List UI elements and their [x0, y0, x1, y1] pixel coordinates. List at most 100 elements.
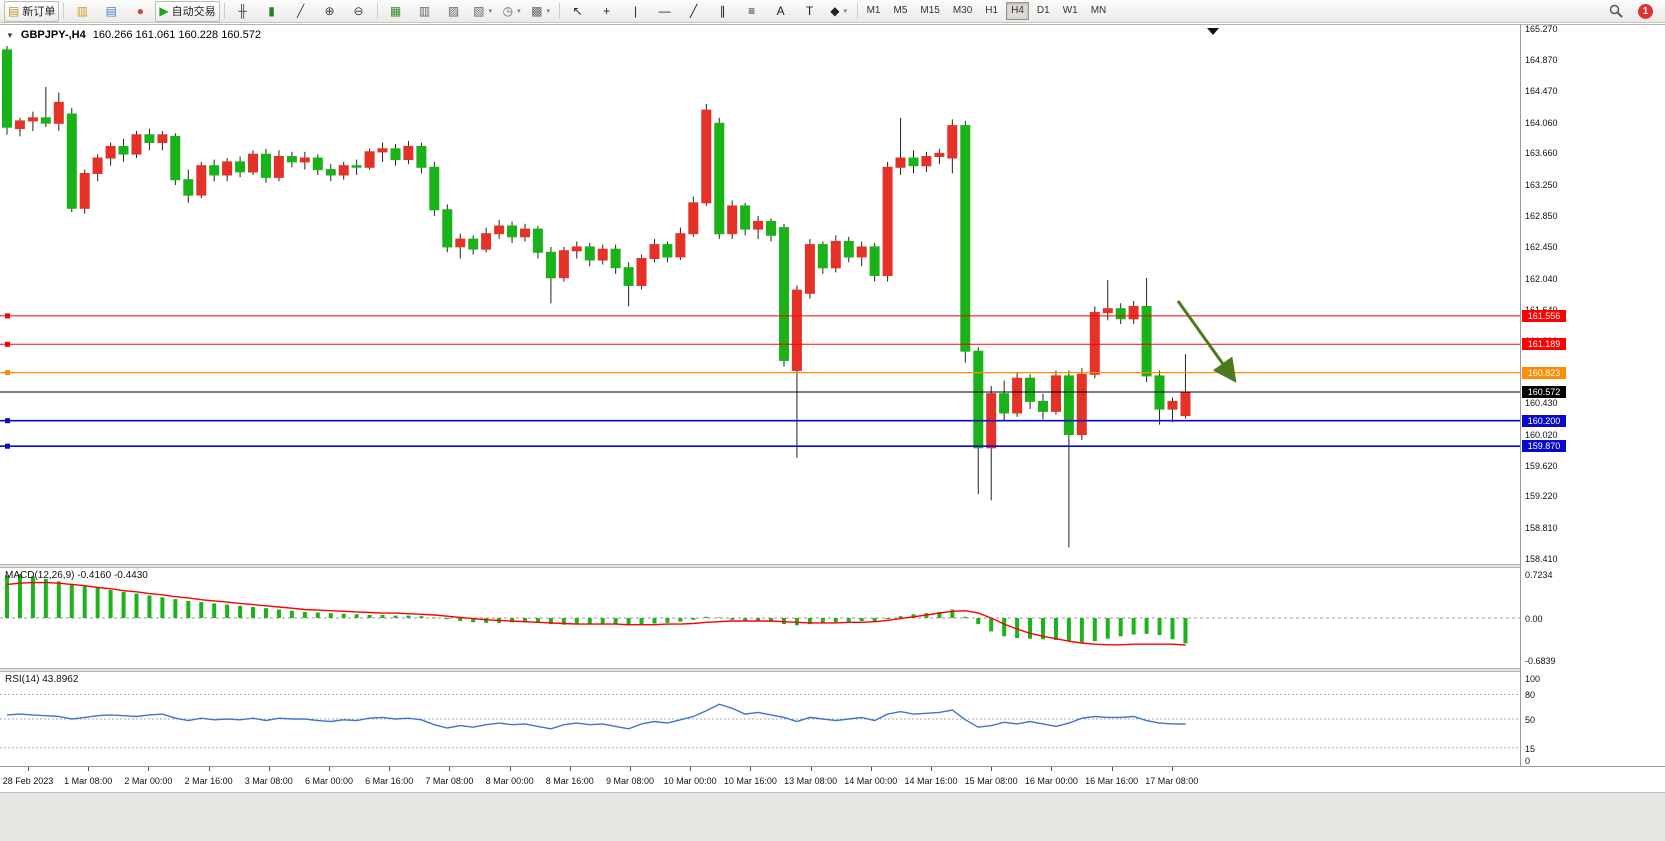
- vertical-line-button[interactable]: |: [622, 1, 650, 22]
- equidistant-channel-button[interactable]: ∥: [709, 1, 737, 22]
- time-tick: [991, 767, 993, 771]
- toolbar-right: 1: [1602, 1, 1661, 22]
- time-axis: 28 Feb 2023 1 Mar 08:00 2 Mar 00:00 2 Mar 1…: [0, 766, 1665, 792]
- time-label: 6 Mar 00:00: [304, 776, 354, 786]
- panel-splitter-macd[interactable]: [0, 564, 1665, 568]
- templates-button[interactable]: ▩ ▾: [527, 1, 555, 22]
- line-handle[interactable]: [5, 418, 10, 424]
- line-chart-button[interactable]: ╱: [287, 1, 315, 22]
- data-window-button[interactable]: ▤: [97, 1, 125, 22]
- macd-signal-line: [6, 581, 1186, 646]
- zoom-in-button[interactable]: ⊕: [316, 1, 344, 22]
- auto-scroll-button[interactable]: ▨: [440, 1, 468, 22]
- horizontal-line-button[interactable]: —: [651, 1, 679, 22]
- templates-dropdown-icon: ▾: [546, 8, 550, 15]
- chart-symbol-label: GBPJPY-,H4: [20, 29, 86, 41]
- new-order-button[interactable]: ▤ 新订单: [4, 0, 60, 22]
- tf-h1[interactable]: H1: [985, 5, 999, 16]
- price-tick-label: 162.040: [1525, 273, 1558, 284]
- trendline-button[interactable]: ╱: [680, 1, 708, 22]
- price-tick-label: 163.660: [1525, 148, 1558, 159]
- candlestick-chart-button[interactable]: ▮: [258, 1, 286, 22]
- tf-m30[interactable]: M30: [952, 5, 973, 16]
- rsi-line: [6, 703, 1186, 730]
- time-label: 16 Mar 00:00: [1024, 776, 1078, 786]
- zoom-out-button[interactable]: ⊖: [345, 1, 373, 22]
- search-button[interactable]: [1602, 1, 1630, 22]
- price-tick-label: 163.250: [1525, 180, 1558, 191]
- time-tick: [1171, 767, 1173, 771]
- line-handle[interactable]: [5, 370, 10, 376]
- auto-trading-label: 自动交易: [171, 6, 216, 18]
- crosshair-icon: +: [603, 4, 611, 18]
- line-handle[interactable]: [5, 341, 10, 347]
- crosshair-button[interactable]: +: [593, 1, 621, 22]
- main-toolbar: ▤ 新订单 ▥ ▤ ● ▶ 自动交易 ╫ ▮ ╱ ⊕ ⊖ ▦ ▥ ▨ ▧ ▾ ◷ ▾ ▩ ▾ ↖ + | — ╱ ∥ ≡ A T ◆ ▾ M1…: [0, 0, 1665, 23]
- time-tick: [389, 767, 391, 771]
- price-tick-label: 159.220: [1525, 491, 1558, 502]
- time-tick: [208, 767, 210, 771]
- arrows-icon: ◆: [830, 4, 840, 18]
- price-tick-label: 164.870: [1525, 54, 1558, 65]
- tf-h4[interactable]: H4: [1006, 2, 1029, 20]
- trend-arrow-annotation[interactable]: [1176, 300, 1237, 383]
- price-tick-label: 160.020: [1525, 429, 1558, 440]
- time-tick: [931, 767, 932, 771]
- chart-collapse-icon[interactable]: ▼: [6, 30, 14, 40]
- bar-chart-icon: ╫: [238, 4, 247, 18]
- time-label: 1 Mar 08:00: [64, 776, 113, 786]
- auto-scroll-icon: ▨: [447, 4, 460, 18]
- cursor-button[interactable]: ↖: [564, 1, 592, 22]
- notification-badge[interactable]: 1: [1638, 3, 1653, 19]
- price-tick-label: 164.470: [1525, 85, 1558, 96]
- macd-canvas[interactable]: [0, 568, 1520, 668]
- tf-m1[interactable]: M1: [866, 5, 881, 16]
- toolbar-separator: [223, 3, 225, 19]
- vertical-line-icon: |: [634, 4, 638, 18]
- time-label: 17 Mar 08:00: [1145, 776, 1199, 786]
- bar-chart-button[interactable]: ╫: [229, 1, 257, 22]
- price-tick-label: 162.450: [1525, 241, 1558, 252]
- panel-splitter-rsi[interactable]: [0, 668, 1665, 672]
- fibonacci-button[interactable]: ≡: [738, 1, 766, 22]
- time-label: 2 Mar 16:00: [184, 776, 233, 786]
- auto-trading-button[interactable]: ▶ 自动交易: [155, 0, 220, 22]
- tf-d1[interactable]: D1: [1036, 5, 1050, 16]
- fibonacci-icon: ≡: [748, 4, 756, 18]
- new-order-icon: ▤: [8, 4, 20, 18]
- zoom-in-icon: ⊕: [324, 4, 335, 18]
- market-watch-button[interactable]: ▥: [68, 1, 96, 22]
- chart-ohlc-values: 160.266 161.061 160.228 160.572: [92, 29, 261, 41]
- time-tick: [569, 767, 571, 771]
- macd-panel: MACD(12,26,9) -0.4160 -0.4430: [0, 568, 1520, 668]
- new-chart-button[interactable]: ▧ ▾: [469, 1, 497, 22]
- search-icon: [1609, 4, 1623, 18]
- time-tick: [1051, 767, 1053, 771]
- time-label: 16 Mar 16:00: [1085, 776, 1139, 786]
- periods-button[interactable]: ◷ ▾: [498, 1, 526, 22]
- text-button[interactable]: A: [767, 1, 795, 22]
- rsi-canvas[interactable]: [0, 672, 1520, 766]
- time-label: 13 Mar 08:00: [784, 776, 838, 786]
- time-tick: [630, 767, 631, 771]
- tile-windows-button[interactable]: ▦: [382, 1, 410, 22]
- text-label-button[interactable]: T: [796, 1, 824, 22]
- strategy-navigator-button[interactable]: ●: [126, 1, 154, 22]
- tf-w1[interactable]: W1: [1062, 5, 1078, 16]
- rsi-axis-label: 0: [1525, 756, 1531, 766]
- arrows-button[interactable]: ◆ ▾: [825, 1, 853, 22]
- rsi-indicator-label: RSI(14) 43.8962: [5, 674, 78, 685]
- time-tick: [449, 767, 451, 771]
- tile-windows-icon: ▦: [389, 4, 402, 18]
- chart-shift-button[interactable]: ▥: [411, 1, 439, 22]
- line-handle[interactable]: [5, 443, 10, 449]
- tf-m15[interactable]: M15: [920, 5, 940, 16]
- price-chart-canvas[interactable]: [0, 25, 1520, 565]
- text-icon: A: [776, 4, 785, 18]
- tf-mn[interactable]: MN: [1090, 5, 1107, 16]
- rsi-axis-label: 80: [1525, 690, 1536, 701]
- time-label: 8 Mar 16:00: [545, 776, 594, 786]
- tf-m5[interactable]: M5: [893, 5, 908, 16]
- line-handle[interactable]: [5, 313, 10, 319]
- macd-indicator-label: MACD(12,26,9) -0.4160 -0.4430: [5, 570, 148, 581]
